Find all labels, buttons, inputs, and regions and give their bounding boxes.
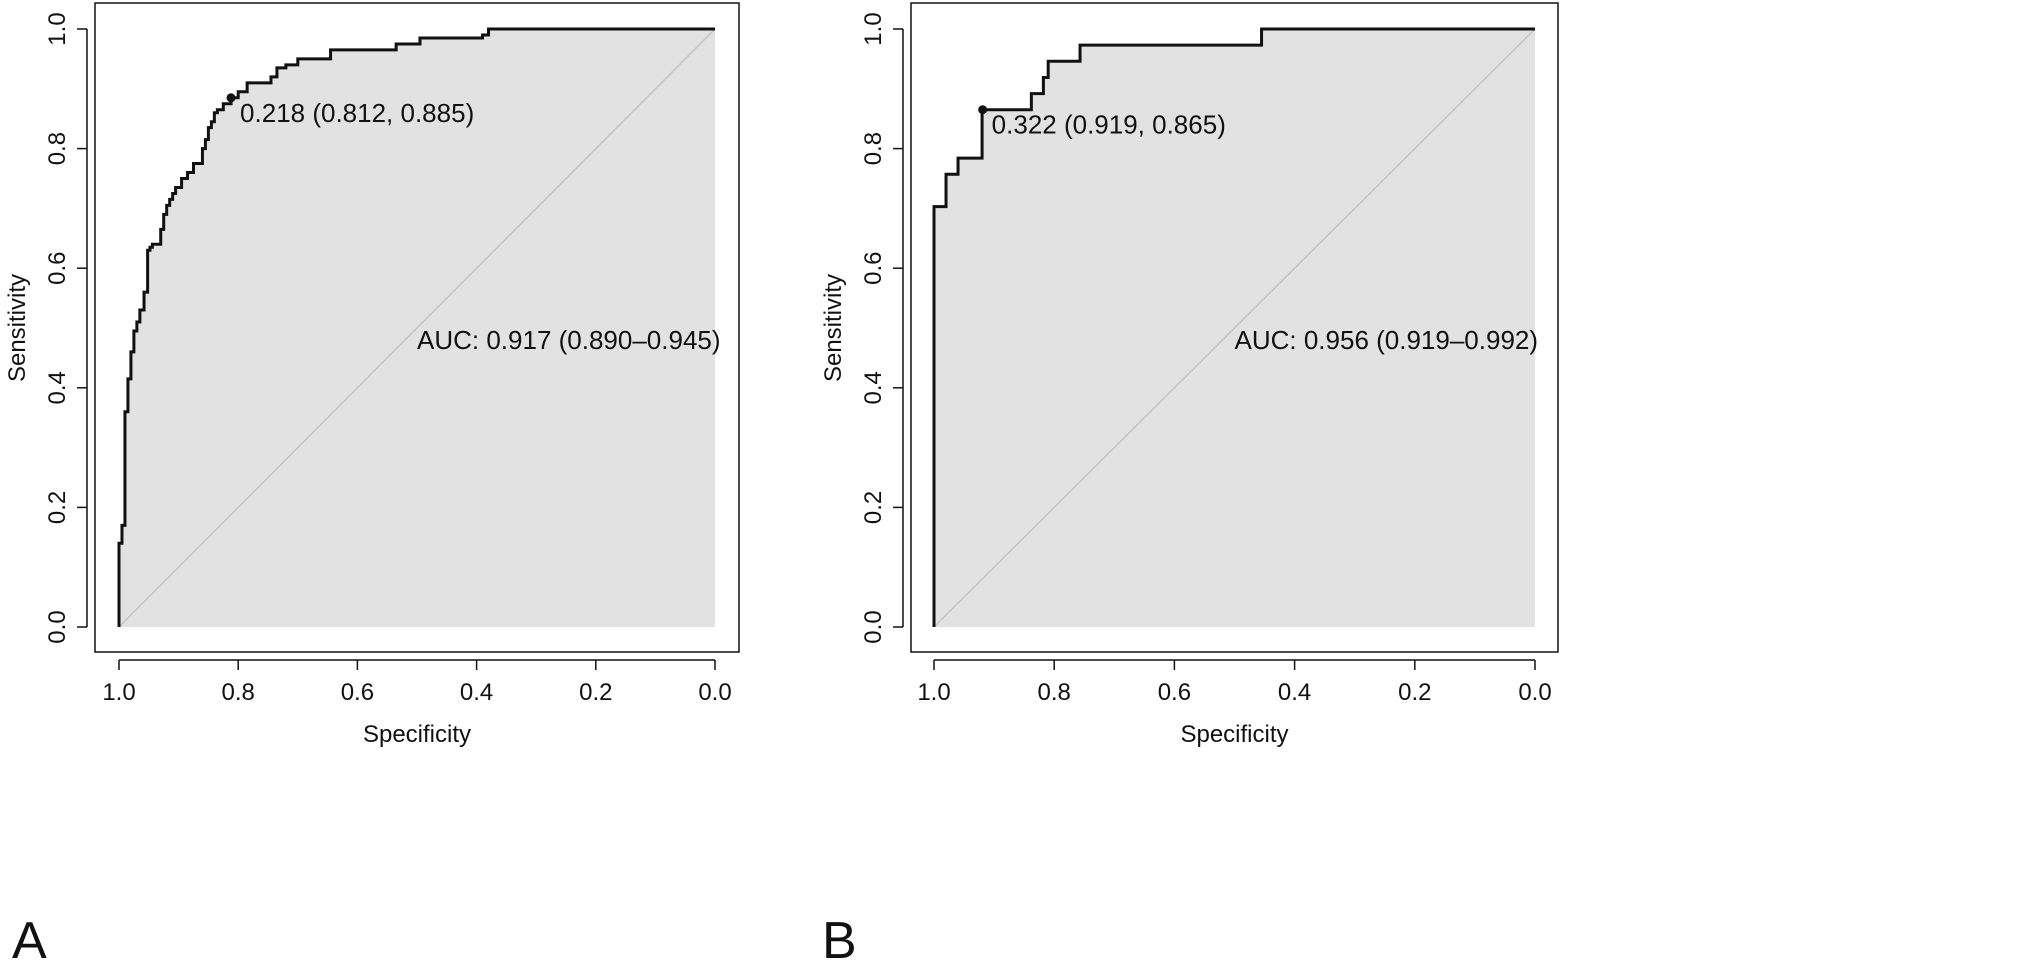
y-tick-label: 1.0 [44,12,71,45]
threshold-point [978,105,988,115]
chance-diagonal [933,28,1536,628]
x-axis-title: Specificity [1180,721,1288,748]
threshold-label: 0.218 (0.812, 0.885) [240,98,474,128]
y-tick-label: 0.8 [44,132,71,165]
x-tick-label: 0.4 [1278,679,1311,706]
threshold-label: 0.322 (0.919, 0.865) [992,110,1226,140]
y-tick-label: 0.0 [44,610,71,643]
x-tick-label: 0.6 [1158,679,1191,706]
x-tick-label: 0.2 [579,679,612,706]
y-tick-label: 0.0 [860,610,887,643]
x-tick-label: 0.4 [460,679,493,706]
y-tick-label: 0.4 [860,371,887,404]
threshold-point [226,93,236,103]
x-tick-label: 0.6 [341,679,374,706]
panel-label: B [822,912,857,970]
y-axis-title: Sensitivity [4,274,31,382]
plot-frame [94,2,740,653]
x-tick-label: 0.8 [222,679,255,706]
x-tick-label: 0.0 [698,679,731,706]
x-tick-label: 1.0 [917,679,950,706]
chance-diagonal [118,28,716,628]
y-tick-label: 1.0 [860,12,887,45]
panel-label: A [12,912,47,970]
x-tick-label: 0.0 [1518,679,1551,706]
x-tick-label: 1.0 [102,679,135,706]
x-tick-label: 0.2 [1398,679,1431,706]
y-tick-label: 0.2 [860,491,887,524]
y-tick-label: 0.6 [860,252,887,285]
plot-frame [910,2,1559,653]
roc-panel-b: 0.322 (0.919, 0.865) AUC: 0.956 (0.919–0.… [820,2,1559,970]
x-tick-label: 0.8 [1038,679,1071,706]
y-axis-title: Sensitivity [820,274,847,382]
auc-label: AUC: 0.956 (0.919–0.992) [1235,325,1539,355]
roc-curve [932,27,1535,627]
y-tick-label: 0.2 [44,491,71,524]
y-tick-label: 0.6 [44,252,71,285]
y-tick-label: 0.4 [44,371,71,404]
roc-panel-a: 0.218 (0.812, 0.885) AUC: 0.917 (0.890–0.… [4,2,740,970]
x-axis-title: Specificity [363,721,471,748]
y-tick-label: 0.8 [860,132,887,165]
auc-label: AUC: 0.917 (0.890–0.945) [417,325,721,355]
roc-curve [117,27,715,627]
